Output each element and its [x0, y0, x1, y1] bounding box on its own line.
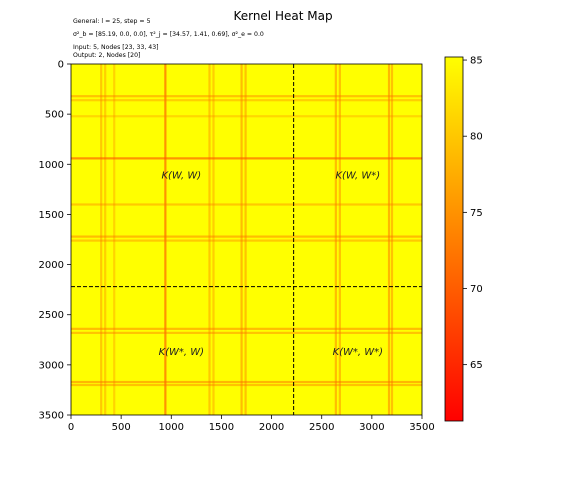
y-tick-label: 3000 — [39, 360, 64, 371]
heatmap-stripe-vertical — [113, 64, 116, 415]
heatmap-stripe-horizontal — [71, 95, 422, 98]
y-tick-label: 2000 — [39, 260, 64, 271]
heatmap-background — [71, 64, 422, 415]
heatmap-plot-area: K(W, W) K(W, W*) K(W*, W) K(W*, W*) — [70, 63, 423, 416]
colorbar-ticks: 65 70 75 80 85 — [463, 56, 483, 371]
y-tick-label: 500 — [45, 110, 64, 121]
heatmap-stripe-vertical — [334, 64, 337, 415]
colorbar-tick-label: 65 — [470, 360, 483, 371]
x-tick-label: 1500 — [209, 422, 234, 433]
heatmap-stripe-vertical — [244, 64, 247, 415]
heatmap-stripe-vertical — [100, 64, 103, 415]
heatmap-stripe-horizontal — [71, 115, 422, 118]
colorbar-tick-label: 85 — [470, 56, 483, 67]
colorbar-gradient — [445, 57, 463, 421]
x-axis: 0 500 1000 1500 2000 2500 3000 3500 — [68, 415, 435, 433]
plot-frame — [70, 63, 423, 416]
heatmap-stripe-horizontal — [71, 383, 422, 387]
heatmap-stripe-horizontal — [71, 239, 422, 242]
heatmap-stripe-horizontal — [71, 235, 422, 238]
region-label: K(W*, W) — [159, 347, 205, 358]
annotation-variances: σ²_b = [85.19, 0.0, 0.0], τ²_j = [34.57,… — [73, 31, 264, 38]
heatmap-stripe-horizontal — [71, 203, 422, 206]
y-tick-label: 0 — [58, 60, 64, 71]
heatmap-stripe-vertical — [390, 64, 394, 415]
heatmap-stripes — [71, 64, 422, 415]
heatmap-stripe-horizontal — [71, 380, 422, 384]
y-tick-label: 2500 — [39, 310, 64, 321]
y-axis: 0 500 1000 1500 2000 2500 3000 3500 — [39, 60, 71, 422]
y-tick-label: 1500 — [39, 210, 64, 221]
region-label: K(W*, W*) — [333, 347, 384, 358]
annotation-general: General: l = 25, step = 5 — [73, 18, 151, 25]
annotation-input: Input: 5, Nodes [23, 33, 43] — [73, 44, 159, 51]
colorbar-frame — [444, 56, 464, 422]
annotation-output: Output: 2, Nodes [20] — [73, 52, 140, 59]
colorbar-tick-label: 70 — [470, 284, 483, 295]
x-tick-label: 3000 — [359, 422, 384, 433]
y-tick-label: 1000 — [39, 160, 64, 171]
chart-title: Kernel Heat Map — [233, 9, 332, 23]
heatmap-stripe-vertical — [104, 64, 107, 415]
colorbar-tick-label: 75 — [470, 208, 483, 219]
x-tick-label: 1000 — [159, 422, 184, 433]
x-tick-label: 2500 — [309, 422, 334, 433]
heatmap-stripe-horizontal — [71, 157, 422, 160]
heatmap-stripe-horizontal — [71, 327, 422, 330]
heatmap-stripe-vertical — [387, 64, 391, 415]
region-label: K(W, W*) — [335, 170, 380, 181]
heatmap-stripe-vertical — [240, 64, 243, 415]
heatmap-stripe-vertical — [208, 64, 211, 415]
x-tick-label: 500 — [112, 422, 131, 433]
heatmap-stripe-horizontal — [71, 99, 422, 102]
x-tick-label: 0 — [68, 422, 74, 433]
colorbar-tick-label: 80 — [470, 132, 483, 143]
colorbar: 65 70 75 80 85 — [444, 56, 483, 422]
region-labels: K(W, W) K(W, W*) K(W*, W) K(W*, W*) — [159, 170, 384, 358]
y-tick-label: 3500 — [39, 411, 64, 422]
heatmap-stripe-vertical — [212, 64, 215, 415]
x-tick-label: 3500 — [409, 422, 434, 433]
x-tick-label: 2000 — [259, 422, 284, 433]
heatmap-stripe-horizontal — [71, 331, 422, 334]
region-label: K(W, W) — [161, 170, 201, 181]
heatmap-stripe-vertical — [338, 64, 341, 415]
heatmap-stripe-vertical — [164, 64, 167, 415]
